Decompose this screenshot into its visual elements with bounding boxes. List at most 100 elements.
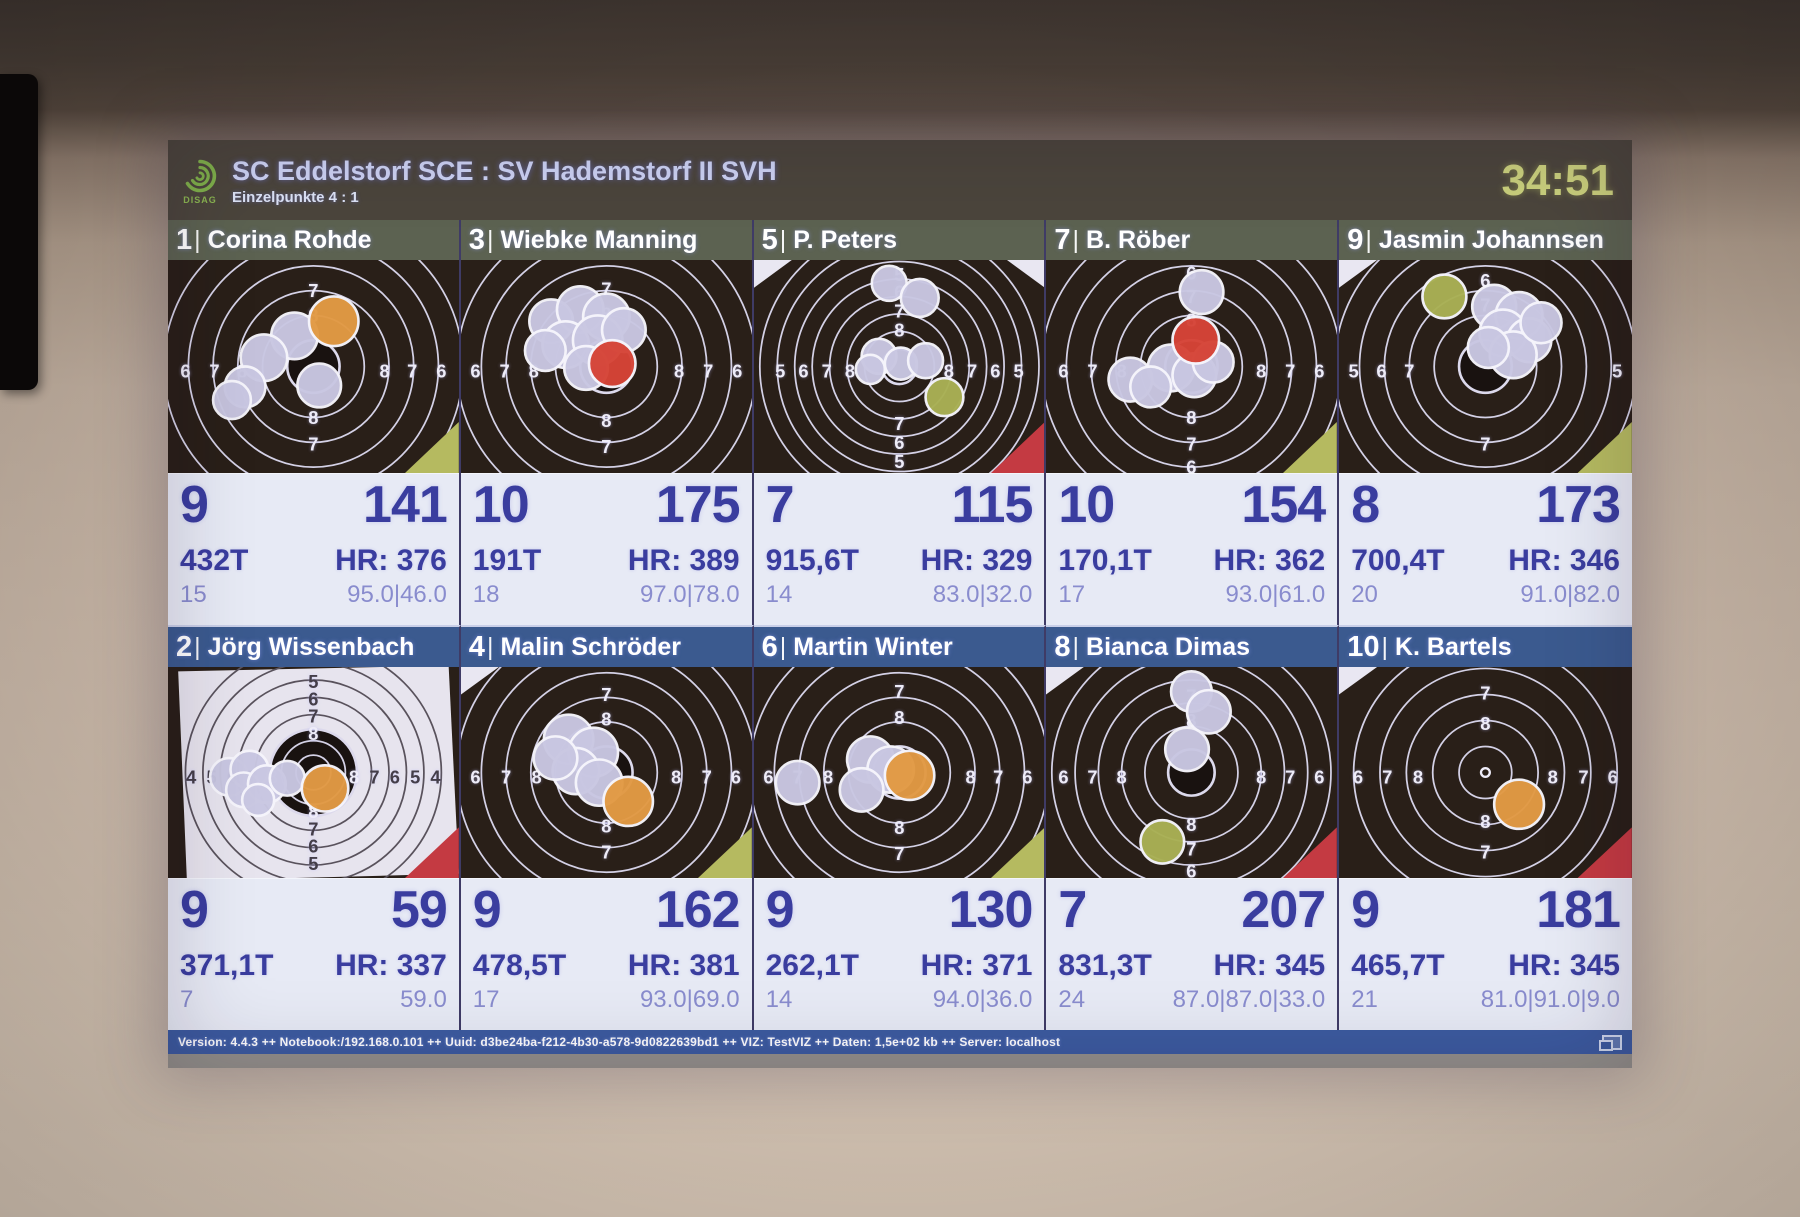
paper-corner-wedge bbox=[460, 667, 499, 695]
shooter-number: 8 bbox=[1054, 630, 1071, 663]
total-score: 173 bbox=[1536, 476, 1621, 534]
target-ring bbox=[529, 696, 683, 849]
stats-small-line: 21 81.0|91.0|9.0 bbox=[1351, 985, 1620, 1015]
shot-marker bbox=[1519, 300, 1564, 345]
shooter-number: 1 bbox=[176, 223, 193, 256]
shooter-cell: 8 | Bianca Dimas 78678876876 7 207 831,3… bbox=[1046, 625, 1340, 1030]
highest-ring-value: HR: 389 bbox=[627, 544, 740, 577]
ring-number: 7 bbox=[821, 360, 831, 381]
shooter-name-bar: 8 | Bianca Dimas bbox=[1046, 627, 1338, 667]
target-ring bbox=[480, 260, 733, 473]
series-values: 59.0 bbox=[400, 986, 447, 1013]
stats-main-line: 9 162 bbox=[473, 881, 741, 939]
shot-marker bbox=[240, 782, 276, 818]
shooter-name-bar: 5 | P. Peters bbox=[753, 220, 1045, 260]
shot-marker bbox=[1171, 315, 1221, 365]
stats-mid-line: 465,7T HR: 345 bbox=[1351, 947, 1620, 985]
shot-count: 17 bbox=[1058, 581, 1086, 608]
name-separator: | bbox=[194, 225, 201, 254]
series-values: 94.0|36.0 bbox=[932, 986, 1033, 1013]
paper-corner-wedge bbox=[1046, 667, 1085, 695]
ring-number: 8 bbox=[1117, 766, 1127, 787]
shooter-cell: 2 | Jörg Wissenbach 567845678876548765 9… bbox=[168, 625, 461, 1030]
highest-ring-value: HR: 346 bbox=[1508, 544, 1620, 577]
ring-number: 8 bbox=[844, 360, 854, 381]
ring-number: 8 bbox=[1187, 407, 1197, 428]
stats-small-line: 17 93.0|69.0 bbox=[473, 985, 740, 1015]
target-display: 567845678876548765 bbox=[168, 667, 459, 878]
projection-screen: DISAG SC Eddelstorf SCE : SV Hademstorf … bbox=[168, 140, 1632, 1068]
target-ring bbox=[1379, 667, 1592, 878]
target-display: 6756757 bbox=[1339, 260, 1632, 473]
stats-small-line: 14 83.0|32.0 bbox=[766, 580, 1033, 610]
ring-number: 8 bbox=[943, 360, 953, 381]
teiler-value: 915,6T bbox=[765, 544, 859, 577]
stats-mid-line: 915,6T HR: 329 bbox=[766, 542, 1033, 580]
stats-small-line: 7 59.0 bbox=[180, 985, 447, 1015]
ring-number: 7 bbox=[894, 843, 904, 864]
name-separator: | bbox=[1072, 225, 1080, 254]
shot-count: 15 bbox=[180, 581, 207, 608]
target-ring bbox=[773, 667, 1025, 878]
target-ring bbox=[480, 667, 733, 878]
ring-number: 7 bbox=[601, 279, 611, 300]
ring-number: 8 bbox=[531, 766, 541, 787]
shooter-name: Wiebke Manning bbox=[500, 225, 698, 254]
ring-number: 5 bbox=[1612, 360, 1622, 381]
ring-number: 7 bbox=[1088, 766, 1098, 787]
shot-marker bbox=[923, 376, 965, 418]
teiler-value: 371,1T bbox=[180, 949, 274, 982]
shot-count: 7 bbox=[180, 986, 194, 1013]
highest-ring-value: HR: 337 bbox=[335, 949, 447, 982]
corner-flag bbox=[697, 827, 752, 878]
ring-number: 6 bbox=[798, 360, 808, 381]
name-separator: | bbox=[486, 225, 494, 254]
screen-header: DISAG SC Eddelstorf SCE : SV Hademstorf … bbox=[168, 140, 1632, 220]
shot-marker bbox=[883, 749, 936, 802]
teiler-value: 170,1T bbox=[1058, 544, 1152, 577]
total-score: 154 bbox=[1241, 476, 1326, 534]
teiler-value: 432T bbox=[180, 544, 249, 577]
ring-number: 7 bbox=[601, 684, 611, 705]
ring-number: 8 bbox=[1413, 766, 1423, 787]
ring-number: 4 bbox=[430, 766, 441, 787]
shot-marker bbox=[906, 341, 944, 380]
shooter-name-bar: 7 | B. Röber bbox=[1046, 220, 1338, 260]
ring-number: 7 bbox=[1187, 433, 1197, 454]
stats-mid-line: 262,1T HR: 371 bbox=[766, 947, 1033, 985]
shooter-name: Jasmin Johannsen bbox=[1378, 225, 1604, 254]
shot-marker bbox=[268, 759, 306, 797]
target-display: 678678876876 bbox=[1046, 260, 1338, 473]
ring-number: 7 bbox=[1088, 360, 1098, 381]
window-restore-icon[interactable] bbox=[1599, 1034, 1622, 1051]
ring-number: 8 bbox=[1187, 814, 1197, 835]
ring-number: 8 bbox=[894, 320, 904, 341]
shot-marker bbox=[838, 766, 885, 813]
stats-panel: 9 181 465,7T HR: 345 21 81.0|91.0|9.0 bbox=[1339, 878, 1632, 1030]
total-score: 59 bbox=[390, 881, 448, 939]
target-rings-svg: 678678876876 bbox=[1046, 260, 1338, 473]
shooter-number: 5 bbox=[761, 223, 778, 256]
shooter-name-bar: 4 | Malin Schröder bbox=[460, 627, 752, 667]
shot-count: 24 bbox=[1058, 986, 1086, 1013]
ring-number: 8 bbox=[823, 766, 833, 787]
target-ring bbox=[202, 667, 425, 878]
ring-number: 8 bbox=[380, 360, 390, 381]
ring-number: 8 bbox=[1480, 811, 1490, 832]
shot-marker bbox=[774, 759, 821, 806]
name-separator: | bbox=[486, 632, 494, 661]
ring-number: 7 bbox=[601, 842, 611, 863]
shooter-number: 4 bbox=[468, 630, 485, 663]
ring-number: 7 bbox=[407, 360, 417, 381]
ring-number: 7 bbox=[1286, 766, 1296, 787]
ring-number: 7 bbox=[701, 766, 711, 787]
ring-number: 6 bbox=[990, 360, 1000, 381]
ring-number: 7 bbox=[967, 360, 977, 381]
shot-marker bbox=[211, 379, 253, 421]
target-rings-svg: 567845678876548765 bbox=[178, 667, 459, 878]
